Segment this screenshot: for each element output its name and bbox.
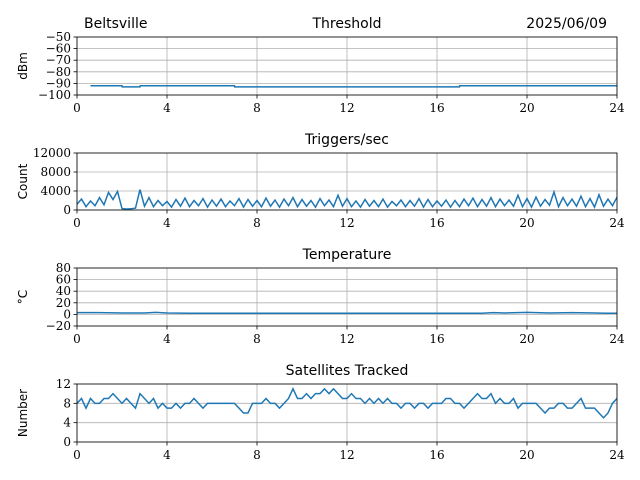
triggers-sec-ytick-label-4000: 4000 bbox=[40, 184, 71, 198]
threshold-ytick-label-100: −100 bbox=[38, 88, 71, 102]
temperature-xtick-label-4: 4 bbox=[163, 332, 171, 346]
temperature-xtick-label-24: 24 bbox=[609, 332, 625, 346]
temperature-title: Temperature bbox=[302, 247, 392, 263]
triggers-sec-ytick-label-12000: 12000 bbox=[33, 146, 71, 160]
triggers-sec-ytick-label-8000: 8000 bbox=[40, 165, 71, 179]
threshold-xtick-label-0: 0 bbox=[73, 101, 81, 115]
satellites-tracked-xtick-label-8: 8 bbox=[253, 448, 261, 462]
triggers-sec-xtick-label-4: 4 bbox=[163, 216, 171, 230]
triggers-sec-xtick-label-16: 16 bbox=[429, 216, 444, 230]
satellites-tracked-ytick-label-8: 8 bbox=[63, 396, 71, 410]
threshold-ytick-label-50: −50 bbox=[46, 30, 71, 44]
threshold-series-line bbox=[90, 84, 617, 88]
satellites-tracked-series-line bbox=[77, 387, 617, 419]
triggers-sec-panel: 0 4 8 12 16 20 24 0 4000 8000 12000 Triggers/sec Cou… bbox=[16, 132, 625, 230]
threshold-xtick-label-12: 12 bbox=[339, 101, 354, 115]
threshold-xtick-label-8: 8 bbox=[253, 101, 261, 115]
satellites-tracked-xtick-label-16: 16 bbox=[429, 448, 444, 462]
temperature-ytick-label-60: 60 bbox=[56, 273, 71, 287]
satellites-tracked-title: Satellites Tracked bbox=[286, 363, 409, 379]
triggers-sec-ylabel: Count bbox=[16, 163, 30, 199]
triggers-sec-xtick-label-20: 20 bbox=[519, 216, 534, 230]
satellites-tracked-ytick-label-12: 12 bbox=[56, 377, 71, 391]
threshold-ytick-label-70: −70 bbox=[46, 53, 71, 67]
satellites-tracked-panel: 0 4 8 12 16 20 24 0 4 8 12 Satellites Tracked Number bbox=[16, 363, 625, 462]
temperature-ytick-label-20: 20 bbox=[56, 296, 71, 310]
threshold-ylabel: dBm bbox=[16, 52, 30, 80]
satellites-tracked-ylabel: Number bbox=[16, 389, 30, 437]
threshold-title: Threshold bbox=[312, 16, 382, 32]
satellites-tracked-ytick-label-0: 0 bbox=[63, 435, 71, 449]
temperature-xtick-label-8: 8 bbox=[253, 332, 261, 346]
triggers-sec-xtick-label-0: 0 bbox=[73, 216, 81, 230]
temperature-xtick-label-12: 12 bbox=[339, 332, 354, 346]
satellites-tracked-xtick-label-20: 20 bbox=[519, 448, 534, 462]
temperature-xtick-label-0: 0 bbox=[73, 332, 81, 346]
temperature-ytick-label-0: 0 bbox=[63, 307, 71, 321]
triggers-sec-xtick-label-24: 24 bbox=[609, 216, 625, 230]
satellites-tracked-xtick-label-24: 24 bbox=[609, 448, 625, 462]
threshold-xtick-label-24: 24 bbox=[609, 101, 625, 115]
threshold-panel: 0 4 8 12 16 20 24 −100−90−80−70−60−50 Threshold d… bbox=[16, 16, 625, 115]
station-label: Beltsville bbox=[84, 16, 147, 32]
satellites-tracked-ytick-label-4: 4 bbox=[63, 416, 71, 430]
threshold-xtick-label-16: 16 bbox=[429, 101, 444, 115]
threshold-ytick-label-80: −80 bbox=[46, 65, 71, 79]
temperature-ytick-label-20: −20 bbox=[46, 319, 71, 333]
temperature-ylabel: °C bbox=[16, 290, 30, 304]
temperature-series-line bbox=[77, 311, 617, 314]
temperature-ytick-label-40: 40 bbox=[56, 284, 71, 298]
triggers-sec-xtick-label-12: 12 bbox=[339, 216, 354, 230]
threshold-ytick-label-60: −60 bbox=[46, 42, 71, 56]
triggers-sec-xtick-label-8: 8 bbox=[253, 216, 261, 230]
satellites-tracked-xtick-label-0: 0 bbox=[73, 448, 81, 462]
temperature-xtick-label-16: 16 bbox=[429, 332, 444, 346]
triggers-sec-title: Triggers/sec bbox=[304, 132, 389, 148]
triggers-sec-ytick-label-0: 0 bbox=[63, 203, 71, 217]
threshold-ytick-label-90: −90 bbox=[46, 76, 71, 90]
temperature-ytick-label-80: 80 bbox=[56, 261, 71, 275]
temperature-xtick-label-20: 20 bbox=[519, 332, 534, 346]
threshold-xtick-label-4: 4 bbox=[163, 101, 171, 115]
triggers-sec-series-line bbox=[77, 189, 617, 210]
satellites-tracked-xtick-label-4: 4 bbox=[163, 448, 171, 462]
satellites-tracked-xtick-label-12: 12 bbox=[339, 448, 354, 462]
date-label: 2025/06/09 bbox=[526, 16, 607, 32]
threshold-xtick-label-20: 20 bbox=[519, 101, 534, 115]
